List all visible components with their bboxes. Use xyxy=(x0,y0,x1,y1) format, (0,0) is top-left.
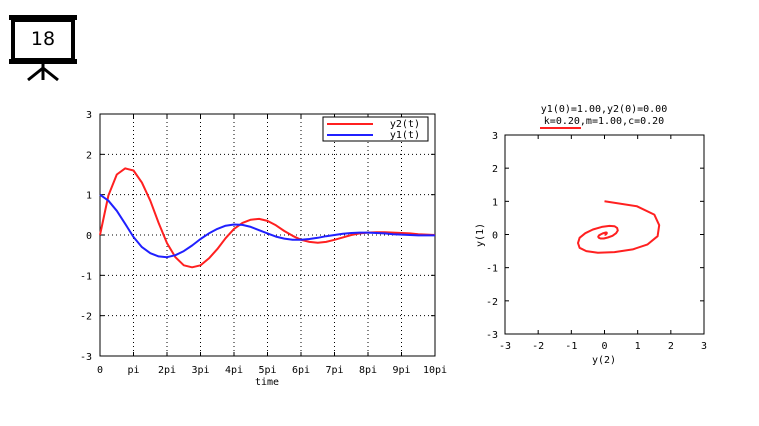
y-tick-label: 0 xyxy=(86,231,92,242)
y-tick-label: 1 xyxy=(86,191,92,202)
x-tick-label: 4pi xyxy=(225,365,243,376)
time-series-grid xyxy=(100,114,435,356)
x-tick-label: 9pi xyxy=(392,365,410,376)
legend-label: y1(t) xyxy=(390,130,420,141)
time-series-legend: y2(t)y1(t) xyxy=(322,116,429,142)
y-tick-label: -3 xyxy=(80,352,92,363)
x-tick-label: 7pi xyxy=(325,365,343,376)
legend-box xyxy=(322,116,429,142)
y-tick-label: 2 xyxy=(86,150,92,161)
time-series-lines xyxy=(99,167,436,269)
y-tick-label: -2 xyxy=(80,312,92,323)
x-tick-label: 10pi xyxy=(423,365,447,376)
slide-number: 18 xyxy=(30,28,56,50)
time-series-ticks: 0 pi 2pi 3pi 4pi 5pi 6pi 7pi 8pi 9pi 10pi -3 -2 -1 0 1 2… xyxy=(80,110,447,376)
x-tick-label: 8pi xyxy=(359,365,377,376)
x-tick-label: 0 xyxy=(97,365,103,376)
y-tick-label: 3 xyxy=(86,110,92,121)
x-tick-label: 6pi xyxy=(292,365,310,376)
time-series-xlabel: time xyxy=(255,377,279,388)
x-tick-label: pi xyxy=(127,365,139,376)
series-line-y1(t) xyxy=(99,193,435,259)
legend-label: y2(t) xyxy=(390,119,420,130)
y-tick-label: -1 xyxy=(80,271,92,282)
slide-screen-icon xyxy=(9,15,77,82)
x-tick-label: 5pi xyxy=(258,365,276,376)
x-tick-label: 2pi xyxy=(158,365,176,376)
x-tick-label: 3pi xyxy=(191,365,209,376)
